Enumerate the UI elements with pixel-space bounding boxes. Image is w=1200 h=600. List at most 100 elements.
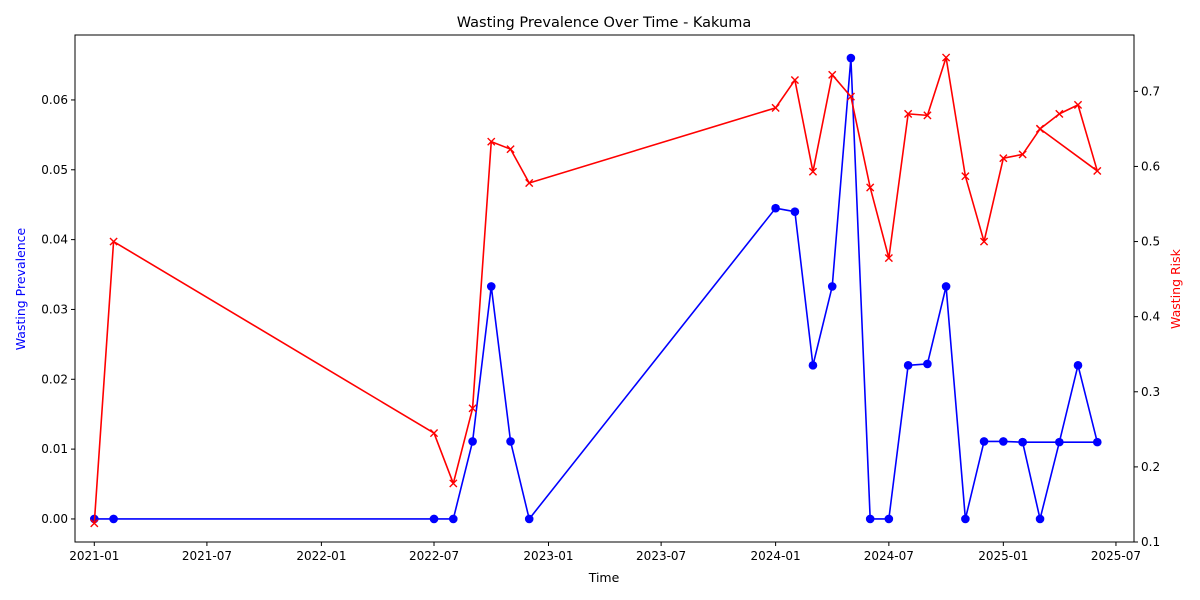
data-point-risk [941, 53, 951, 62]
data-point-prevalence [903, 361, 913, 370]
x-tick-label: 2022-07 [409, 549, 459, 563]
y-right-tick-label: 0.2 [1141, 460, 1160, 474]
data-point-prevalence [1035, 514, 1045, 524]
data-point-risk [771, 103, 780, 112]
data-point-risk [1055, 109, 1064, 118]
data-point-prevalence [1055, 437, 1064, 447]
data-point-risk [109, 237, 118, 246]
y-right-tick-label: 0.3 [1141, 385, 1160, 399]
data-point-risk [979, 237, 989, 246]
marker-stroke [468, 404, 477, 413]
data-point-risk [1018, 150, 1027, 159]
data-point-risk [525, 178, 534, 188]
data-point-prevalence [884, 514, 894, 524]
y-right-tick-label: 0.7 [1141, 84, 1160, 98]
y-axis-left: 0.00 0.01 0.02 0.03 0.04 0.05 0.06 [41, 93, 75, 526]
marker-stroke [1018, 150, 1027, 159]
data-point-risk [999, 154, 1008, 163]
x-tick-label: 2022-01 [296, 549, 346, 563]
data-point-prevalence [923, 359, 932, 369]
data-point-prevalence [1092, 437, 1102, 447]
data-point-risk [506, 145, 515, 154]
marker-stroke [923, 111, 932, 120]
x-tick-label: 2023-07 [636, 549, 686, 563]
y-right-tick-label: 0.4 [1141, 310, 1160, 324]
data-point-risk [90, 519, 99, 528]
data-point-prevalence [468, 437, 477, 446]
y-axis-right-label: Wasting Risk [1168, 248, 1183, 329]
marker-stroke [961, 172, 970, 181]
x-tick-label: 2023-01 [523, 549, 573, 563]
data-point-risk [828, 70, 837, 79]
chart-title: Wasting Prevalence Over Time - Kakuma [457, 15, 751, 31]
marker-stroke [429, 428, 439, 438]
y-axis-left-label: Wasting Prevalence [13, 227, 28, 350]
marker-stroke [866, 183, 875, 192]
marker-stroke [1055, 109, 1064, 118]
x-tick-label: 2024-01 [751, 549, 801, 563]
data-point-risk [468, 404, 477, 413]
marker-stroke [1035, 124, 1045, 133]
y-left-tick-label: 0.03 [41, 302, 68, 316]
data-point-risk [846, 92, 855, 101]
data-point-prevalence [846, 53, 856, 63]
data-point-prevalence [941, 282, 951, 291]
marker-stroke [846, 92, 855, 101]
data-point-risk [1093, 166, 1102, 176]
marker-stroke [808, 167, 818, 176]
data-point-risk [866, 183, 875, 192]
marker-stroke [979, 237, 989, 246]
y-right-tick-label: 0.5 [1141, 235, 1160, 249]
data-point-prevalence [486, 282, 496, 291]
data-point-prevalence [979, 437, 989, 446]
y-right-tick-label: 0.6 [1141, 159, 1160, 173]
marker-stroke [1073, 100, 1083, 109]
data-point-risk [429, 428, 439, 438]
data-point-prevalence [506, 437, 515, 446]
y-axis-right: 0.1 0.2 0.3 0.4 0.5 0.6 0.7 [1134, 84, 1160, 549]
data-point-risk [487, 137, 496, 146]
x-tick-label: 2021-07 [182, 549, 232, 563]
data-point-prevalence [808, 361, 818, 370]
y-left-tick-label: 0.06 [41, 93, 68, 107]
x-tick-label: 2024-07 [864, 549, 914, 563]
data-point-risk [1073, 100, 1083, 109]
data-point-prevalence [827, 282, 837, 291]
marker-stroke [941, 53, 951, 62]
y-left-tick-label: 0.05 [41, 163, 68, 177]
data-point-prevalence [961, 514, 970, 524]
x-axis: 2021-01 2021-07 2022-01 2022-07 2023-01 2023-… [69, 542, 1141, 563]
data-point-risk [923, 111, 932, 120]
data-point-prevalence [999, 437, 1008, 446]
marker-stroke [1093, 166, 1102, 176]
data-point-risk [808, 167, 818, 176]
plot-area [74, 34, 1135, 543]
y-right-tick-label: 0.1 [1141, 535, 1160, 549]
data-point-risk [884, 253, 893, 263]
y-left-tick-label: 0.00 [41, 512, 68, 526]
data-point-risk [449, 479, 458, 488]
marker-stroke [828, 70, 837, 79]
data-point-prevalence [1018, 437, 1027, 447]
data-point-prevalence [524, 514, 534, 524]
marker-stroke [525, 178, 534, 188]
data-point-risk [1035, 124, 1045, 133]
marker-stroke [771, 103, 780, 112]
data-point-prevalence [771, 203, 780, 213]
data-point-risk [790, 75, 799, 85]
y-left-tick-label: 0.01 [41, 442, 68, 456]
data-point-prevalence [429, 514, 439, 524]
data-point-prevalence [449, 514, 458, 524]
data-point-prevalence [865, 514, 875, 524]
data-point-risk [961, 172, 970, 181]
data-point-prevalence [109, 514, 118, 524]
x-tick-label: 2025-01 [978, 549, 1028, 563]
marker-stroke [790, 75, 799, 85]
data-point-prevalence [1073, 361, 1083, 370]
y-left-tick-label: 0.04 [41, 233, 68, 247]
marker-stroke [449, 479, 458, 488]
marker-stroke [999, 154, 1008, 163]
x-tick-label: 2025-07 [1091, 549, 1141, 563]
marker-stroke [487, 137, 496, 146]
